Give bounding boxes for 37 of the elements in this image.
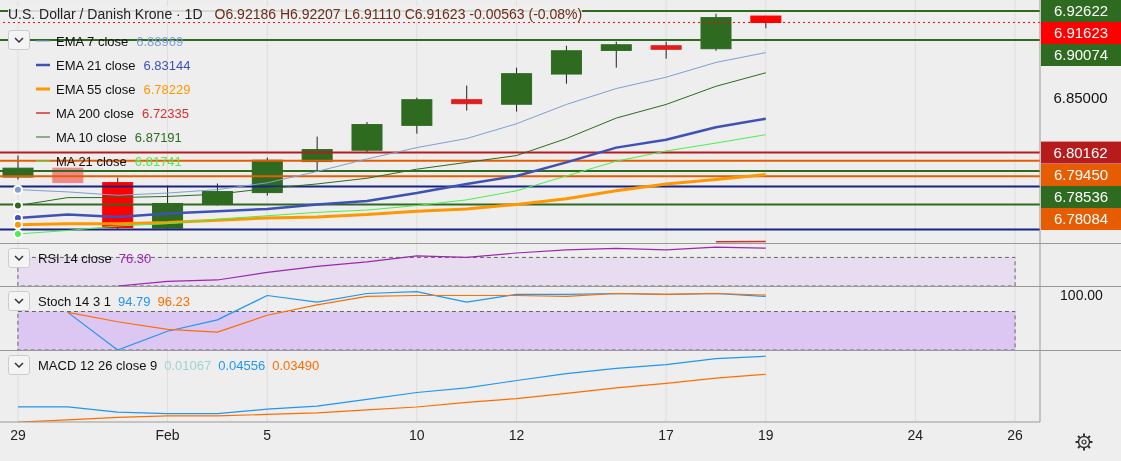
ref-line-label: 6.78536 [1041, 185, 1121, 208]
legend-label: EMA 21 close [55, 57, 137, 73]
x-tick-label: 26 [1007, 426, 1024, 443]
x-tick-label: 12 [508, 426, 525, 443]
chart-title: Stoch 14 3 1 [38, 293, 111, 309]
chart-title: RSI 14 close [38, 250, 112, 266]
text: O6.92186 H6.92207 L6.91110 C6.91623 -0.00563 (-0.08%) [214, 6, 583, 22]
ref-line-label: 6.78084 [1041, 207, 1121, 230]
annotation: 0.03490 [272, 357, 320, 373]
annotation: 6.83144 [142, 57, 192, 73]
chart-title: MACD 12 26 close 9 [38, 357, 158, 373]
ref-line-label: 6.91623 [1041, 22, 1121, 45]
x-tick-label: 24 [907, 426, 924, 443]
x-tick-label: Feb [155, 426, 180, 443]
x-tick-label: 10 [409, 426, 425, 443]
x-tick-label: 5 [263, 426, 272, 443]
annotation: 96.23 [157, 293, 191, 309]
annotation: 0.04556 [218, 357, 266, 373]
x-tick-label: 17 [658, 426, 675, 443]
annotation: 0.01067 [164, 357, 212, 373]
ref-line-label: 6.79450 [1041, 163, 1121, 186]
legend-label: MA 200 close [55, 105, 136, 121]
legend-label: EMA 55 close [55, 81, 137, 97]
annotation: 6.78229 [142, 81, 192, 97]
y-tick-label: 6.80162 [1053, 143, 1108, 161]
annotation: 6.72335 [141, 105, 191, 121]
x-tick-label: 19 [758, 426, 774, 443]
ref-line-label: 6.90074 [1041, 44, 1121, 67]
legend-label: MA 10 close [55, 129, 128, 145]
ref-line-label: 6.92622 [1041, 0, 1121, 23]
annotation: 6.87191 [133, 129, 183, 145]
x-tick-label: 29 [10, 426, 26, 443]
annotation: 94.79 [118, 293, 151, 309]
text: U.S. Dollar / Danish Krone · 1D [8, 6, 203, 22]
annotation: 76.30 [118, 250, 152, 266]
y-tick-label: 6.85000 [1053, 88, 1108, 106]
text: 100.00 [1059, 287, 1104, 303]
